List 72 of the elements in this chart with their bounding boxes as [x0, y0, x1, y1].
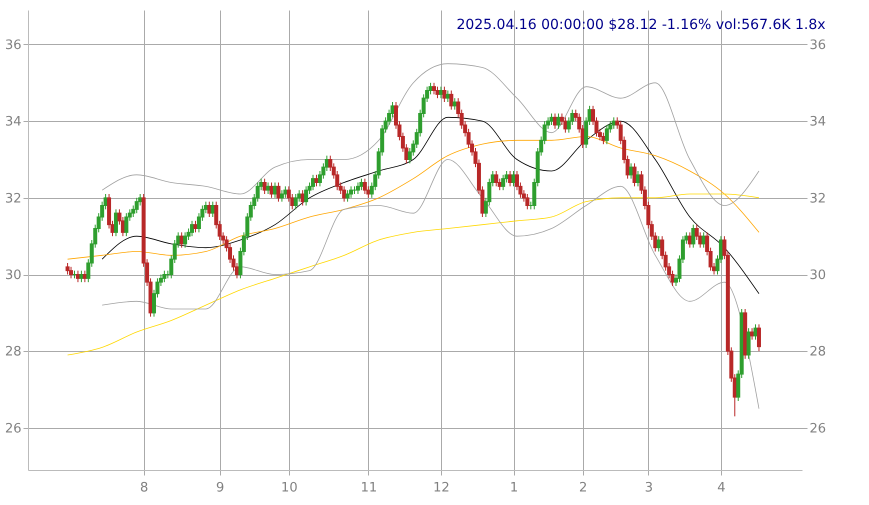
candlestick [114, 208, 118, 237]
y2-tick-label: 26 [810, 421, 826, 436]
x-tick-label: 4 [717, 480, 726, 496]
y2-tick-label: 32 [810, 191, 826, 206]
y-tick-label: 34 [4, 114, 22, 130]
candlestick [746, 328, 751, 360]
candlestick [601, 132, 606, 145]
candlestick [190, 220, 194, 237]
candlestick [435, 86, 440, 99]
candlestick [632, 162, 637, 187]
candlestick [563, 116, 568, 134]
candlestick [442, 86, 446, 102]
candlestick [294, 194, 298, 210]
x-tick-label: 1 [510, 480, 518, 496]
candlestick [304, 186, 308, 206]
candlestick [69, 266, 74, 279]
candlestick [356, 182, 360, 194]
candlestick [134, 197, 139, 214]
candlestick [346, 190, 350, 202]
x-tick-label: 12 [433, 480, 450, 496]
candlestick [342, 186, 346, 202]
candlestick [180, 232, 184, 248]
y-tick-label: 28 [4, 344, 22, 360]
y2-tick-label: 28 [810, 344, 826, 360]
line-series [102, 116, 760, 294]
x-tick-label: 8 [140, 480, 148, 496]
candlestick [314, 174, 318, 187]
candlestick [629, 162, 634, 180]
candlestick [756, 324, 761, 352]
candlestick [349, 186, 354, 198]
candlestick [362, 178, 367, 194]
candlestick [280, 190, 284, 202]
y-tick-label: 36 [4, 38, 22, 53]
text: 2025.04.16 00:00:00 $28.12 -1.16% vol:567.6K 1.8x [456, 17, 826, 33]
candlestick [124, 212, 128, 237]
x-tick-label: 10 [281, 480, 298, 496]
candlestick [79, 270, 84, 283]
candlestick [604, 124, 609, 145]
line-series [67, 136, 760, 260]
candlestick [283, 186, 288, 198]
candlestick [162, 270, 166, 283]
candlestick [494, 170, 498, 187]
x-tick-label: 2 [579, 480, 588, 496]
candlestick [702, 232, 706, 248]
candlestick [276, 182, 280, 202]
candlestick [262, 178, 267, 194]
candlestick [449, 90, 454, 110]
x-tick-label: 11 [360, 480, 378, 496]
y-tick-label: 30 [4, 268, 22, 283]
y-tick-label: 32 [4, 191, 22, 206]
candlestick [311, 174, 316, 191]
y2-tick-label: 30 [810, 268, 826, 283]
line-series [67, 194, 760, 356]
candlestick [82, 270, 87, 283]
candlestick [438, 86, 443, 99]
x-tick-label: 9 [216, 480, 224, 496]
candlestick [754, 324, 758, 340]
candlestick [359, 178, 364, 191]
candlestick [556, 113, 560, 130]
candlestick [750, 328, 754, 340]
candlestick [525, 194, 530, 210]
y-tick-label: 26 [4, 421, 22, 436]
candlestick [183, 232, 188, 248]
candlestick [193, 220, 198, 233]
y2-tick-label: 34 [810, 114, 826, 130]
candlestick [432, 82, 436, 95]
candlestick [76, 270, 80, 283]
x-tick-label: 3 [644, 480, 653, 496]
y2-tick-label: 36 [810, 38, 826, 53]
candlestick [66, 262, 70, 275]
candlestick [501, 174, 506, 191]
candlestick [688, 232, 692, 248]
